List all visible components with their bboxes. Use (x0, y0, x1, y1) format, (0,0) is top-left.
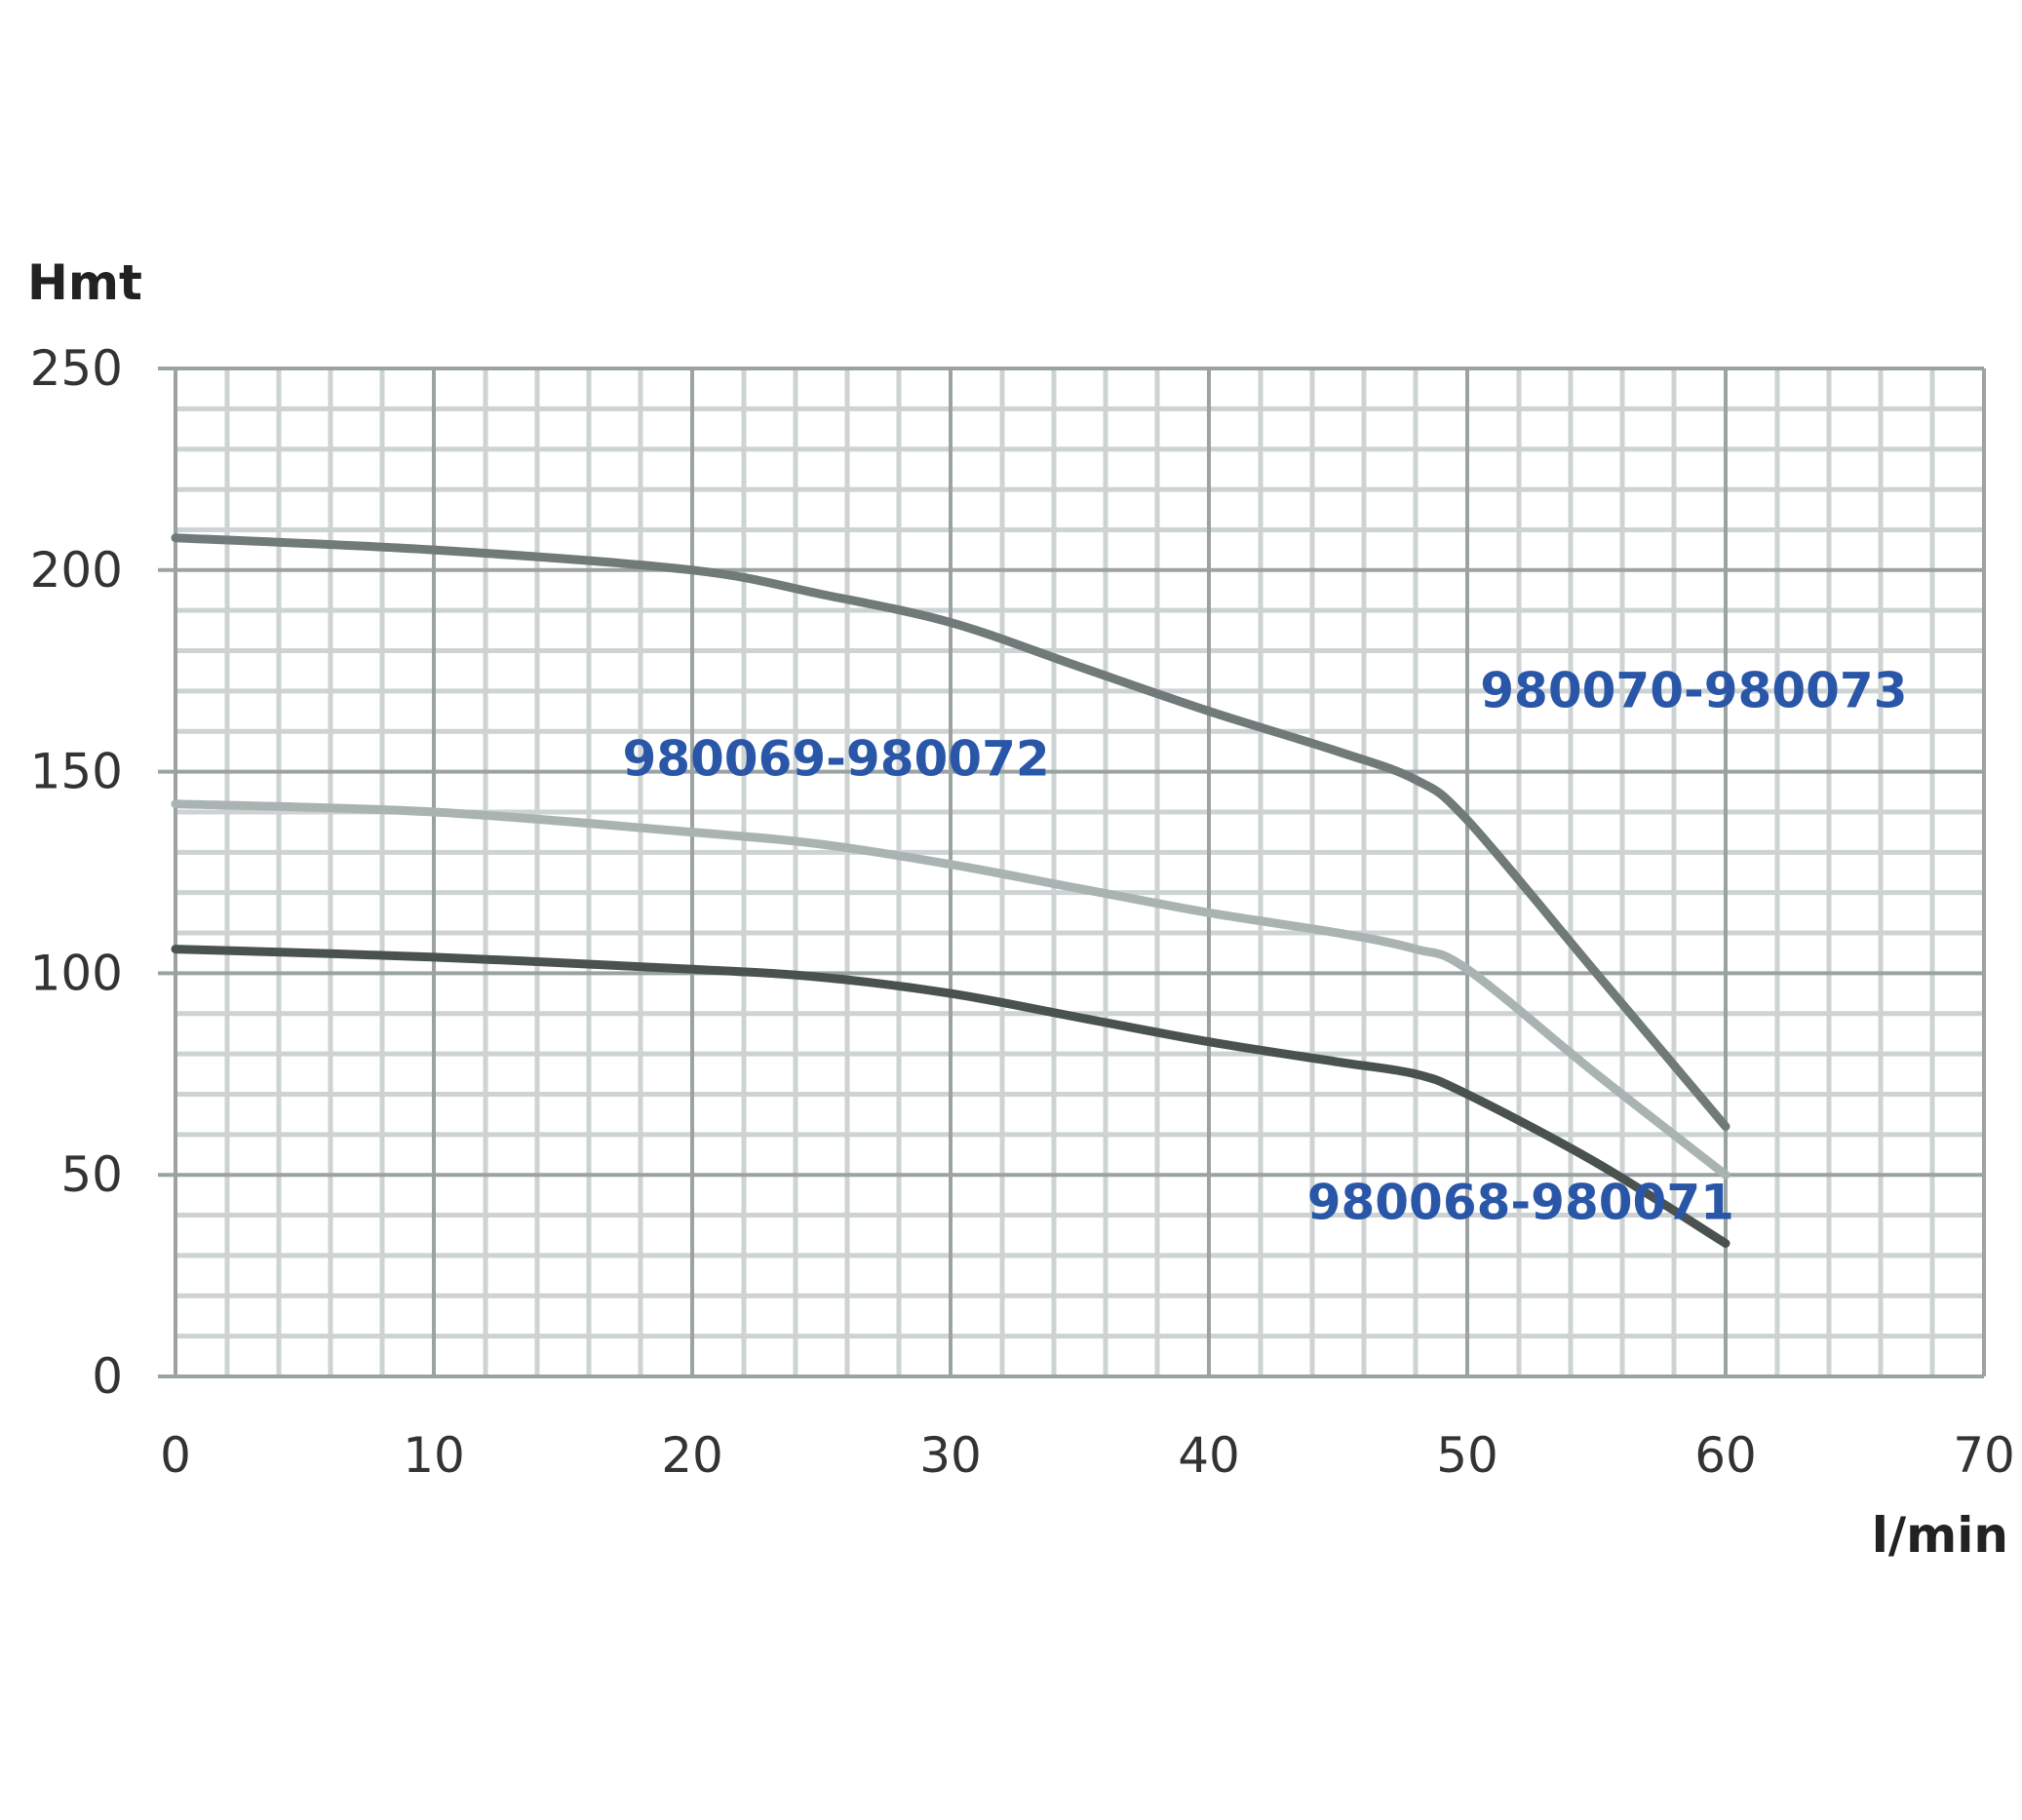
series-label-2: 980069-980072 (622, 731, 1049, 788)
y-tick-label: 150 (30, 744, 123, 800)
series-label-1: 980070-980073 (1480, 662, 1907, 718)
y-tick-label: 250 (30, 340, 123, 397)
x-tick-label: 70 (1953, 1427, 2015, 1484)
y-tick-labels: 0 50 100 150 200 250 (30, 340, 123, 1405)
y-tick-label: 0 (92, 1348, 123, 1405)
y-tick-label: 100 (30, 945, 123, 1001)
y-tick-label: 200 (30, 542, 123, 599)
series-annotations: 980070-980073 980069-980072 980068-980071 (622, 662, 1907, 1230)
x-tick-label: 60 (1694, 1427, 1757, 1484)
x-tick-label: 0 (160, 1427, 191, 1484)
x-tick-labels: 0 10 20 30 40 50 60 70 (160, 1427, 2015, 1484)
series-line-1 (171, 533, 1730, 1132)
series-line-2 (171, 799, 1730, 1180)
series-line-3 (171, 945, 1730, 1249)
x-tick-label: 50 (1436, 1427, 1498, 1484)
x-tick-label: 20 (661, 1427, 723, 1484)
x-axis-label: l/min (1872, 1507, 2008, 1564)
x-tick-label: 30 (919, 1427, 982, 1484)
major-grid (158, 367, 1986, 1378)
y-axis-label: Hmt (27, 254, 142, 311)
x-tick-label: 10 (403, 1427, 465, 1484)
x-tick-label: 40 (1178, 1427, 1240, 1484)
y-tick-label: 50 (60, 1146, 123, 1203)
series-label-3: 980068-980071 (1307, 1175, 1734, 1231)
series-lines (171, 533, 1730, 1249)
